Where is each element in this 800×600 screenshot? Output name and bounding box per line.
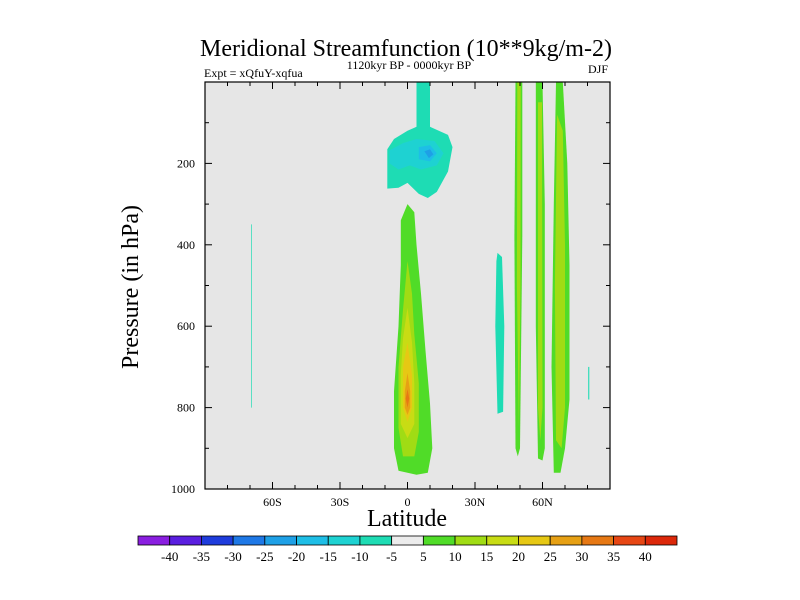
colorbar-label: 40 [639, 549, 652, 564]
contour-region-north-upper-core-3 [424, 149, 434, 159]
contour-region-band-50n-yellow [516, 82, 521, 428]
colorbar-label: -30 [224, 549, 241, 564]
colorbar-box [391, 535, 424, 546]
colorbar-box [518, 535, 551, 546]
y-tick-label: 1000 [171, 482, 195, 496]
colorbar-box [327, 535, 361, 546]
colorbar-label: 20 [512, 549, 525, 564]
colorbar-label: -5 [386, 549, 397, 564]
x-tick-label: 60N [532, 495, 553, 509]
colorbar-box [454, 535, 488, 546]
contour-regions [251, 82, 590, 475]
colorbar-label: 10 [449, 549, 462, 564]
colorbar-box [486, 535, 519, 546]
colorbar-box [169, 535, 202, 546]
x-tick-label: 0 [405, 495, 411, 509]
experiment-label: Expt = xQfuY-xqfua [204, 66, 303, 80]
y-tick-label: 400 [177, 238, 195, 252]
contour-region-south-negative-strip [251, 224, 252, 408]
colorbar-label: -15 [320, 549, 337, 564]
x-tick-label: 30N [465, 495, 486, 509]
colorbar-label: 25 [544, 549, 557, 564]
colorbar-box [201, 535, 234, 546]
colorbar-box [359, 535, 393, 546]
colorbar-label: -25 [256, 549, 273, 564]
colorbar-box [137, 535, 171, 546]
contour-region-band-65n-yellow [554, 114, 565, 449]
colorbar-box [644, 535, 678, 546]
colorbar-box [581, 535, 614, 546]
y-tick-label: 200 [177, 156, 195, 170]
y-axis-label: Pressure (in hPa) [118, 205, 144, 369]
x-tick-label: 30S [331, 495, 350, 509]
colorbar-label: -10 [351, 549, 368, 564]
colorbar-box [549, 535, 583, 546]
contour-region-mid-lat-negative-strip [495, 252, 505, 414]
colorbar-box [613, 535, 646, 546]
colorbar-label: 35 [607, 549, 620, 564]
colorbar-label: -20 [288, 549, 305, 564]
colorbar-box [296, 535, 329, 546]
contour-region-band-58n-yellow [538, 102, 543, 441]
colorbar: -40 -35 -30 -25 -20 -15 -10 -5 5 10 15 20 25 30 35 40 [137, 535, 678, 564]
x-axis-label: Latitude [367, 506, 447, 532]
colorbar-label: 30 [575, 549, 588, 564]
colorbar-label: 5 [420, 549, 427, 564]
axis-ticks: 60S 30S 0 30N 60N 200 400 600 800 1000 [171, 82, 611, 509]
season-label: DJF [588, 62, 608, 76]
chart-title: Meridional Streamfunction (10**9kg/m-2) [200, 36, 612, 62]
contour-region-north-pos-core [405, 389, 410, 408]
y-tick-label: 800 [177, 401, 195, 415]
colorbar-label: 15 [480, 549, 493, 564]
colorbar-box [232, 535, 266, 546]
colorbar-box [422, 535, 456, 546]
period-label: 1120kyr BP - 0000kyr BP [347, 58, 472, 72]
colorbar-box [264, 535, 297, 546]
colorbar-label: -40 [161, 549, 178, 564]
colorbar-label: -35 [193, 549, 210, 564]
x-tick-label: 60S [263, 495, 282, 509]
contour-region-north-edge-negative-strip [588, 366, 590, 400]
y-tick-label: 600 [177, 319, 195, 333]
